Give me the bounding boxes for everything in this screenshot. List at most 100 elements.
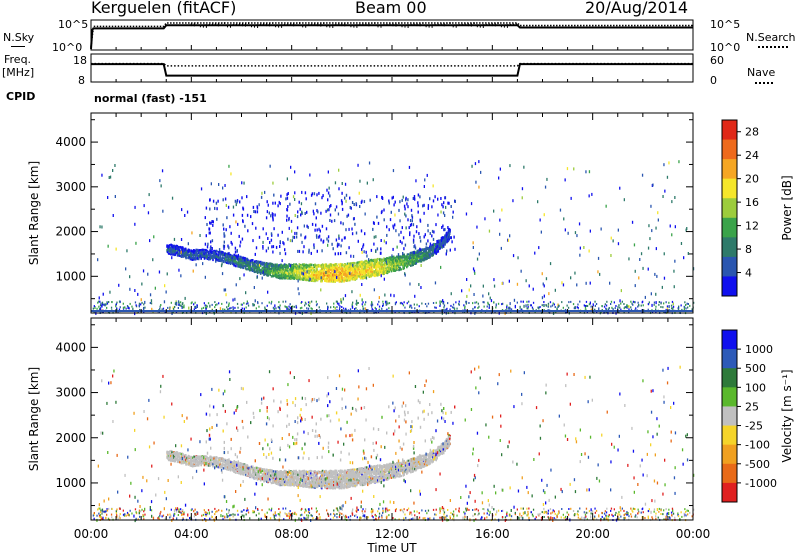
power-speckle-cell (192, 269, 194, 273)
power-speckle-cell (638, 276, 640, 280)
power-echo-cell (346, 272, 349, 275)
power-speckle-cell (337, 212, 340, 216)
power-sparse-cell (315, 234, 318, 238)
power-sparse-cell (383, 208, 385, 212)
power-speckle-cell (493, 278, 495, 282)
power-echo-cell (277, 276, 280, 279)
power-sparse-cell (409, 231, 411, 235)
power-echo-cell (324, 279, 326, 282)
power-sparse-cell (373, 242, 375, 246)
power-speckle-cell (334, 306, 336, 310)
power-speckle-cell (202, 262, 204, 266)
power-sparse-cell (282, 241, 284, 245)
power-echo-cell (368, 265, 371, 269)
power-speckle-cell (158, 270, 161, 274)
power-echo-cell (279, 263, 281, 267)
power-echo-cell (242, 261, 245, 264)
power-nearrange-cell (672, 305, 675, 308)
power-speckle-cell (405, 226, 407, 230)
power-speckle-cell (600, 227, 602, 231)
power-sparse-cell (275, 245, 278, 249)
power-echo-cell (360, 269, 362, 272)
power-echo-cell (343, 265, 346, 268)
power-speckle-cell (112, 214, 114, 217)
power-echo-cell (427, 246, 429, 250)
power-speckle-cell (663, 252, 665, 256)
power-sparse-cell (296, 226, 299, 230)
power-sparse-cell (239, 244, 241, 248)
power-echo-cell (227, 254, 230, 258)
power-speckle-cell (598, 307, 600, 311)
power-echo-cell (328, 263, 330, 266)
power-sparse-cell (223, 253, 226, 257)
power-sparse-cell (310, 193, 313, 197)
cpid-label: CPID (6, 90, 36, 103)
power-echo-cell (414, 256, 416, 260)
power-echo-cell (377, 261, 379, 264)
power-echo-cell (408, 260, 410, 263)
power-nearrange-cell (680, 304, 682, 307)
power-speckle-cell (493, 284, 496, 288)
power-echo-cell (340, 265, 342, 268)
power-echo-cell (314, 274, 316, 277)
power-echo-cell (299, 278, 301, 281)
power-sparse-cell (212, 220, 214, 224)
power-nearrange-cell (427, 302, 430, 305)
power-sparse-cell (359, 205, 361, 208)
power-speckle-cell (326, 208, 329, 212)
power-sparse-cell (386, 233, 388, 237)
power-nearrange-cell (446, 307, 448, 310)
power-speckle-cell (423, 185, 425, 188)
freq-tick-top: 18 (73, 54, 87, 67)
power-echo-cell (429, 246, 431, 249)
power-sparse-cell (380, 251, 382, 255)
power-nearrange-cell (658, 303, 660, 306)
power-sparse-cell (288, 216, 290, 220)
power-sparse-cell (209, 221, 211, 225)
power-speckle-cell (220, 264, 223, 268)
power-echo-cell (182, 250, 184, 253)
power-echo-cell (409, 254, 412, 257)
power-speckle-cell (298, 292, 300, 296)
power-echo-cell (169, 248, 171, 251)
power-speckle-cell (588, 170, 591, 174)
power-speckle-cell (98, 296, 100, 300)
nave-line (91, 62, 693, 67)
power-echo-cell (323, 276, 325, 279)
power-sparse-cell (340, 244, 342, 248)
power-nearrange-cell (207, 302, 210, 305)
power-echo-cell (368, 274, 371, 277)
power-echo-cell (270, 267, 272, 271)
power-speckle-cell (525, 304, 527, 308)
power-speckle-cell (666, 306, 669, 310)
power-speckle-cell (362, 245, 364, 249)
power-echo-cell (311, 277, 313, 281)
power-sparse-cell (239, 240, 242, 244)
power-echo-cell (230, 254, 232, 258)
power-sparse-cell (411, 219, 413, 223)
power-sparse-cell (287, 192, 289, 195)
power-echo-cell (381, 272, 383, 275)
power-nearrange-cell (371, 308, 373, 311)
power-speckle-cell (493, 209, 495, 213)
power-speckle-cell (482, 284, 484, 288)
power-nearrange-cell (137, 311, 139, 314)
power-nearrange-cell (305, 302, 307, 305)
power-nearrange-cell (255, 307, 257, 310)
power-nearrange-cell (440, 300, 443, 303)
power-echo-cell (424, 247, 426, 251)
power-speckle-cell (628, 305, 630, 309)
power-sparse-cell (262, 245, 264, 248)
power-speckle-cell (235, 283, 237, 287)
power-sparse-cell (400, 230, 402, 234)
power-echo-cell (410, 251, 412, 254)
power-echo-cell (285, 264, 288, 268)
power-echo-cell (368, 272, 371, 275)
power-echo-cell (240, 265, 243, 268)
power-nearrange-cell (287, 308, 289, 311)
power-echo-cell (200, 252, 203, 255)
power-nearrange-cell (588, 303, 591, 306)
power-echo-cell (383, 272, 385, 275)
power-echo-cell (368, 263, 371, 266)
power-sparse-cell (405, 196, 407, 200)
